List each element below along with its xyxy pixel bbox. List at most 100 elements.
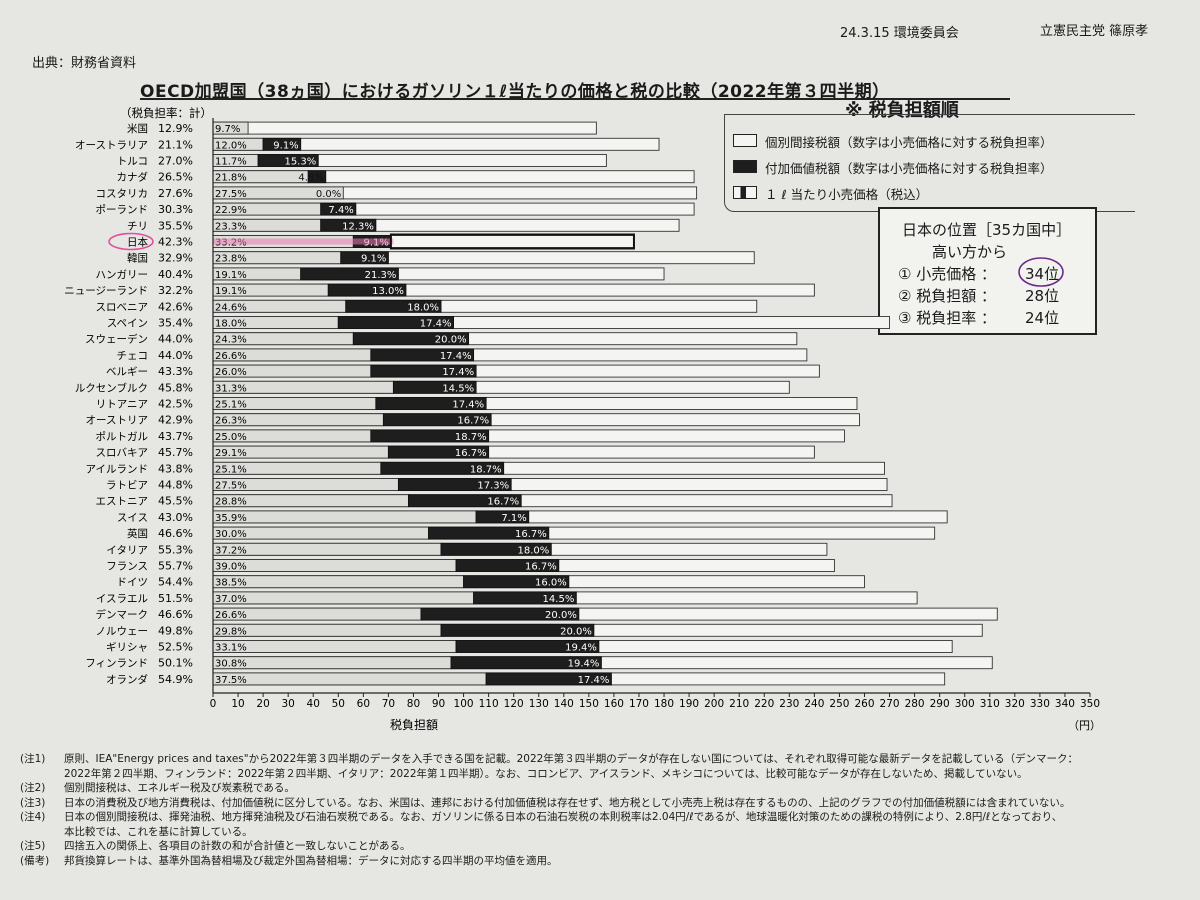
footnote-text: 邦貨換算レートは、基準外国為替相場及び裁定外国為替相場：データに対応する四半期の… — [64, 854, 558, 867]
total-rate-label: 45.5% — [158, 495, 193, 508]
indirect-rate-label: 35.9% — [215, 513, 247, 524]
indirect-rate-label: 30.8% — [215, 659, 247, 670]
total-rate-label: 51.5% — [158, 592, 193, 605]
indirect-rate-label: 26.3% — [215, 416, 247, 427]
vat-rate-label: 14.5% — [442, 383, 474, 394]
country-label: イタリア — [106, 544, 148, 556]
legend-item-vat: 付加価値税額（数字は小売価格に対する税負担率） — [733, 158, 1053, 177]
indirect-rate-label: 19.1% — [215, 270, 247, 281]
country-label: ルクセンブルク — [75, 381, 148, 394]
vat-rate-label: 19.4% — [565, 643, 597, 654]
footnote-text: 個別間接税は、エネルギー税及び炭素税である。 — [64, 782, 295, 794]
x-tick-label: 90 — [432, 698, 445, 710]
total-rate-label: 46.6% — [158, 608, 193, 621]
indirect-rate-label: 27.5% — [215, 481, 247, 492]
country-label: 日本 — [127, 236, 148, 249]
footnote-row: (注2) 個別間接税は、エネルギー税及び炭素税である。 — [20, 781, 1078, 796]
x-tick-label: 70 — [382, 698, 395, 710]
footnote-text: 本比較では、これを基に計算している。 — [64, 825, 253, 838]
bar-indirect-tax — [212, 591, 475, 605]
total-rate-label: 46.6% — [158, 527, 193, 540]
indirect-rate-label: 26.6% — [215, 610, 247, 621]
bar-vat — [307, 170, 327, 184]
bar-indirect-tax — [212, 672, 487, 686]
legend-item-price: １ ℓ 当たり小売価格（税込） — [733, 184, 929, 203]
x-tick-label: 80 — [407, 698, 420, 710]
japan-rank-price-label: ① 小売価格 ： — [898, 265, 996, 283]
total-rate-label: 52.5% — [158, 641, 193, 654]
total-rate-label: 27.6% — [158, 187, 193, 200]
vat-rate-label: 17.4% — [442, 367, 474, 378]
total-rate-label: 35.4% — [158, 317, 193, 330]
x-tick-label: 280 — [905, 698, 925, 710]
x-tick-label: 130 — [529, 698, 549, 710]
legend-item-indirect: 個別間接税額（数字は小売価格に対する税負担率） — [733, 132, 1053, 151]
footnote-row: (注5) 四捨五入の関係上、各項目の計数の和が合計値と一致しないことがある。 — [20, 839, 1078, 854]
x-tick-label: 20 — [256, 698, 269, 710]
indirect-rate-label: 24.6% — [215, 302, 247, 313]
japan-rank-rate-value: 24位 — [1025, 309, 1060, 327]
country-label: エストニア — [96, 496, 149, 508]
bar-vat — [262, 137, 302, 151]
x-tick-label: 120 — [504, 698, 524, 710]
x-tick-label: 30 — [281, 698, 294, 710]
footnote-tag: (注3) — [20, 796, 46, 809]
vat-rate-label: 21.3% — [365, 270, 397, 281]
indirect-rate-label: 30.0% — [215, 529, 247, 540]
x-tick-label: 170 — [629, 698, 649, 710]
title-underline — [140, 98, 1010, 100]
indirect-rate-label: 37.0% — [215, 594, 247, 605]
footnote-tag: (注4) — [20, 811, 46, 823]
x-tick-label: 110 — [479, 698, 499, 710]
x-tick-label: 240 — [804, 698, 824, 710]
total-rate-label: 44.8% — [158, 479, 193, 492]
vat-rate-label: 18.7% — [455, 432, 487, 443]
bar-vat — [340, 251, 389, 265]
vat-rate-label: 16.7% — [515, 529, 547, 540]
bar-price — [212, 121, 597, 135]
vat-rate-label: 17.4% — [440, 351, 472, 362]
total-rate-label: 54.9% — [158, 673, 193, 686]
japan-rank-rate-label: ③ 税負担率 ： — [898, 309, 996, 327]
footnote-tag: (注5) — [20, 840, 46, 852]
source-note: 出典：財務省資料 — [32, 56, 137, 71]
vat-rate-label: 16.0% — [535, 578, 567, 589]
total-rate-label: 43.7% — [158, 430, 193, 443]
japan-position-sub: 高い方から — [932, 243, 1008, 261]
total-rate-label: 12.9% — [158, 122, 193, 135]
footnote-row: (注4) 日本の個別間接税は、揮発油税、地方揮発油税及び石油石炭税である。なお、ガ… — [20, 810, 1078, 825]
country-label: オーストラリア — [75, 139, 148, 151]
legend-label-price: １ ℓ 当たり小売価格（税込） — [765, 187, 929, 202]
bar-vat — [463, 575, 570, 589]
x-tick-label: 10 — [231, 698, 244, 710]
footnote-text: 日本の個別間接税は、揮発油税、地方揮発油税及び石油石炭税である。なお、ガソリンに… — [64, 811, 1063, 823]
indirect-rate-label: 28.8% — [215, 497, 247, 508]
vat-rate-label: 13.0% — [372, 286, 404, 297]
x-tick-label: 340 — [1055, 698, 1075, 710]
total-rate-label: 44.0% — [158, 333, 193, 346]
japan-circle-annotation — [108, 232, 154, 251]
country-label: ニュージーランド — [64, 285, 148, 297]
indirect-rate-label: 26.6% — [215, 351, 247, 362]
country-label: スペイン — [107, 318, 148, 330]
bar-vat — [387, 445, 490, 459]
total-rate-label: 54.4% — [158, 576, 193, 589]
total-rate-label: 35.5% — [158, 219, 193, 232]
bar-vat — [473, 591, 577, 605]
vat-rate-label: 18.0% — [407, 302, 439, 313]
party-member: 立憲民主党 篠原孝 — [1040, 24, 1149, 39]
x-tick-label: 330 — [1030, 698, 1050, 710]
country-label: 英国 — [127, 527, 148, 540]
total-rate-label: 26.5% — [158, 171, 193, 184]
vat-rate-label: 16.7% — [487, 497, 519, 508]
total-rate-label: 27.0% — [158, 155, 193, 168]
indirect-rate-label: 9.7% — [215, 124, 240, 135]
total-rate-label: 42.6% — [158, 300, 193, 313]
vat-rate-label: 20.0% — [435, 335, 467, 346]
bar-vat — [257, 154, 319, 167]
country-label: フランス — [106, 561, 148, 573]
indirect-rate-label: 12.0% — [215, 140, 247, 151]
x-tick-label: 100 — [454, 698, 474, 710]
total-rate-label: 32.9% — [158, 252, 193, 265]
